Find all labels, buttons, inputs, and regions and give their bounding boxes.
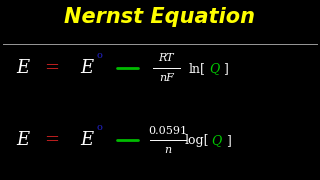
Text: E: E	[16, 131, 29, 149]
Text: =: =	[44, 59, 59, 77]
Text: E: E	[80, 59, 93, 77]
Text: Q: Q	[209, 62, 220, 75]
Text: =: =	[44, 131, 59, 149]
Text: o: o	[96, 51, 102, 60]
Text: ln[: ln[	[188, 62, 205, 75]
Text: E: E	[16, 59, 29, 77]
Text: Nernst Equation: Nernst Equation	[65, 7, 255, 27]
Text: log[: log[	[185, 134, 209, 147]
Text: n: n	[164, 145, 172, 155]
Text: ]: ]	[223, 62, 228, 75]
Text: Q: Q	[211, 134, 221, 147]
Text: E: E	[80, 131, 93, 149]
Text: o: o	[96, 123, 102, 132]
Text: nF: nF	[159, 73, 174, 83]
Text: 0.0591: 0.0591	[148, 125, 188, 136]
Text: RT: RT	[159, 53, 174, 64]
Text: ]: ]	[226, 134, 231, 147]
